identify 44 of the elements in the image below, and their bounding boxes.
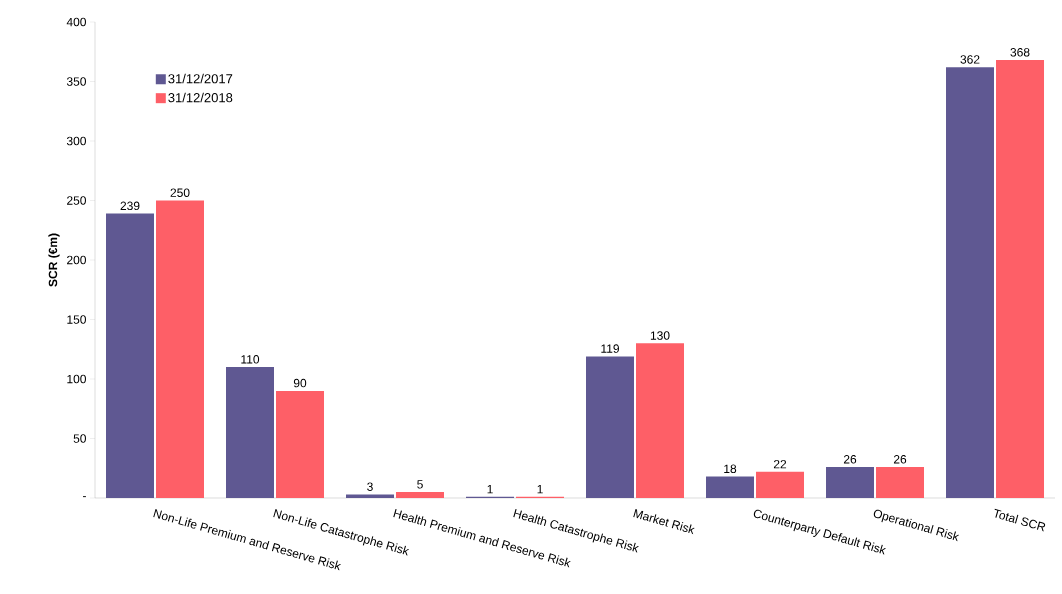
bar bbox=[346, 494, 394, 498]
bar bbox=[876, 467, 925, 498]
data-label: 26 bbox=[893, 455, 907, 464]
legend-label: 31/12/2017 bbox=[168, 73, 233, 84]
data-label: 1 bbox=[487, 485, 493, 494]
y-tick-label: 100 bbox=[67, 374, 86, 384]
bar bbox=[996, 60, 1045, 498]
data-label: 1 bbox=[537, 485, 543, 494]
y-tick-label: 200 bbox=[67, 255, 86, 265]
bar bbox=[706, 476, 755, 498]
bar bbox=[946, 67, 995, 498]
bar bbox=[826, 467, 875, 498]
y-tick-label: - bbox=[83, 496, 86, 498]
data-label: 90 bbox=[293, 378, 307, 388]
data-label: 239 bbox=[120, 201, 140, 211]
data-label: 3 bbox=[367, 482, 373, 491]
y-tick-label: 350 bbox=[66, 77, 86, 86]
y-tick-label: 50 bbox=[73, 434, 86, 443]
x-tick-label: Market Risk bbox=[633, 509, 695, 535]
bar bbox=[636, 343, 685, 498]
data-label: 26 bbox=[843, 455, 857, 464]
data-label: 119 bbox=[601, 344, 619, 353]
bar bbox=[226, 367, 274, 498]
data-label: 22 bbox=[773, 459, 787, 469]
data-label: 18 bbox=[724, 464, 737, 474]
data-label: 250 bbox=[170, 188, 190, 197]
x-tick-label: Total SCR bbox=[994, 508, 1046, 532]
bar bbox=[396, 492, 444, 498]
bar bbox=[756, 471, 805, 498]
y-tick-label: 400 bbox=[66, 17, 86, 27]
bar bbox=[586, 356, 635, 498]
y-tick-label: 150 bbox=[67, 315, 86, 324]
bar bbox=[106, 213, 154, 498]
data-label: 362 bbox=[960, 55, 980, 64]
y-tick-label: 250 bbox=[67, 196, 86, 205]
y-axis-title: SCR (€m) bbox=[48, 233, 60, 287]
legend-label: 31/12/2018 bbox=[168, 92, 233, 103]
data-label: 5 bbox=[417, 480, 423, 489]
bar bbox=[276, 390, 324, 498]
data-label: 130 bbox=[650, 331, 670, 340]
y-tick-label: 300 bbox=[66, 136, 86, 146]
bar bbox=[156, 200, 204, 498]
data-label: 368 bbox=[1010, 48, 1030, 57]
data-label: 110 bbox=[241, 355, 260, 364]
